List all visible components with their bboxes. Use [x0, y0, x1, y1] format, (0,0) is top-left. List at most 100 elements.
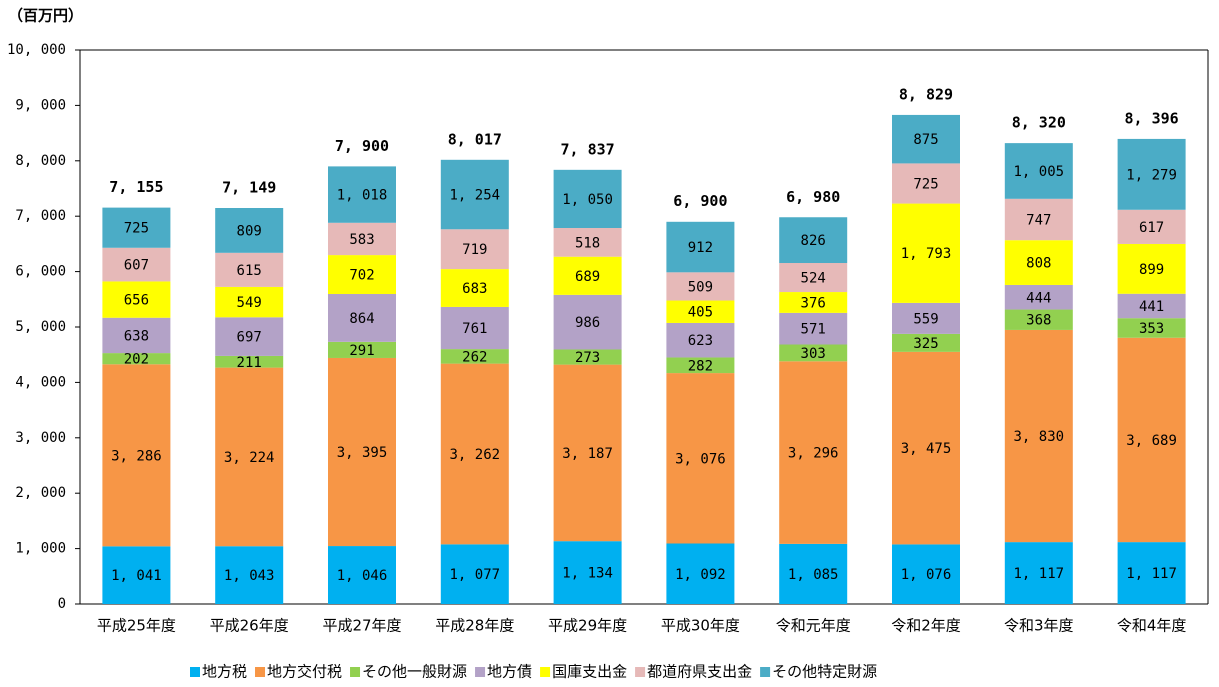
bar-segment [328, 546, 396, 604]
legend-swatch [760, 667, 771, 677]
legend-swatch [635, 667, 646, 677]
data-label: 986 [575, 315, 600, 331]
data-label: 1, 254 [450, 188, 501, 204]
data-label: 559 [913, 311, 938, 327]
x-tick-label: 平成30年度 [661, 617, 740, 635]
data-label: 1, 018 [337, 188, 388, 204]
bar-segment [666, 300, 735, 323]
data-label: 761 [462, 321, 487, 337]
bar-segment [553, 256, 622, 295]
x-tick-label: 平成27年度 [322, 617, 401, 635]
data-label: 1, 050 [562, 192, 613, 208]
x-tick-label: 令和3年度 [1004, 617, 1074, 635]
data-label: 1, 793 [901, 246, 952, 262]
data-label: 3, 262 [450, 447, 501, 463]
data-label: 719 [462, 242, 487, 258]
data-label: 524 [801, 271, 826, 287]
data-label: 1, 085 [788, 567, 839, 583]
bar-segment [102, 207, 171, 248]
data-label: 623 [688, 333, 713, 349]
legend-label: 地方交付税 [267, 663, 342, 681]
data-label: 826 [801, 233, 826, 249]
total-label: 8, 396 [1125, 109, 1179, 127]
data-label: 282 [688, 358, 713, 374]
x-tick-label: 平成28年度 [435, 617, 514, 635]
legend-swatch [255, 667, 266, 677]
data-label: 273 [575, 350, 600, 366]
data-label: 809 [237, 223, 262, 239]
bar-segment [440, 363, 509, 545]
y-tick-label: 5, 000 [15, 319, 66, 335]
bar-segment [215, 208, 284, 253]
data-label: 549 [237, 295, 262, 311]
bar-segment [440, 269, 509, 307]
bar-segment [215, 546, 284, 604]
legend-label: 地方債 [487, 663, 532, 681]
bar-segment [779, 361, 848, 544]
data-label: 353 [1139, 321, 1164, 337]
bar-segment [328, 222, 396, 256]
bar-segment [102, 353, 171, 365]
legend-label: その他特定財源 [772, 663, 877, 681]
bar-segment [892, 302, 960, 334]
bar-segment [102, 247, 171, 282]
data-label: 3, 076 [675, 451, 726, 467]
bar-segment [102, 364, 171, 547]
data-label: 444 [1026, 290, 1051, 306]
bar-segment [553, 541, 622, 604]
data-label: 211 [237, 355, 262, 371]
data-label: 571 [801, 322, 826, 338]
y-tick-label: 6, 000 [15, 264, 66, 280]
data-label: 864 [349, 311, 374, 327]
data-label: 1, 041 [111, 568, 162, 584]
data-label: 3, 286 [111, 448, 162, 464]
bar-segment [1004, 542, 1073, 604]
data-label: 518 [575, 235, 600, 251]
total-label: 7, 155 [109, 178, 163, 196]
y-tick-label: 9, 000 [15, 97, 66, 113]
data-label: 291 [349, 343, 374, 359]
bar-segment [102, 317, 171, 354]
unit-label: （百万円） [8, 7, 83, 25]
y-tick-label: 7, 000 [15, 208, 66, 224]
data-label: 689 [575, 269, 600, 285]
bar-segment [892, 114, 960, 164]
total-label: 8, 320 [1012, 114, 1066, 132]
x-tick-label: 平成29年度 [548, 617, 627, 635]
bar-segment [666, 272, 735, 301]
data-label: 1, 279 [1126, 167, 1177, 183]
data-label: 3, 224 [224, 450, 275, 466]
bar-segment [666, 373, 735, 544]
bar-segment [440, 349, 509, 364]
total-label: 7, 900 [335, 137, 389, 155]
bar-segment [553, 169, 622, 229]
bar-segment [666, 543, 735, 604]
bar-segment [1004, 240, 1073, 285]
x-tick-label: 令和元年度 [776, 617, 851, 635]
bar-segment [892, 351, 960, 545]
data-label: 912 [688, 240, 713, 256]
data-label: 3, 475 [901, 441, 952, 457]
data-label: 1, 043 [224, 568, 275, 584]
data-label: 303 [801, 346, 826, 362]
bar-segment [666, 221, 735, 273]
data-label: 3, 187 [562, 446, 613, 462]
bar-segment [328, 255, 396, 294]
bar-segment [779, 344, 848, 362]
data-label: 725 [124, 221, 149, 237]
bar-segment [1004, 198, 1073, 241]
y-tick-label: 4, 000 [15, 374, 66, 390]
data-label: 638 [124, 328, 149, 344]
total-label: 8, 829 [899, 85, 953, 103]
bar-segment [1117, 318, 1186, 338]
bar-segment [553, 349, 622, 365]
bar-segment [779, 312, 848, 345]
data-label: 1, 092 [675, 567, 726, 583]
bar-segment [553, 228, 622, 257]
legend-label: その他一般財源 [362, 663, 467, 681]
bar-segment [1004, 284, 1073, 310]
bar-segment [215, 317, 284, 356]
total-label: 6, 980 [786, 188, 840, 206]
